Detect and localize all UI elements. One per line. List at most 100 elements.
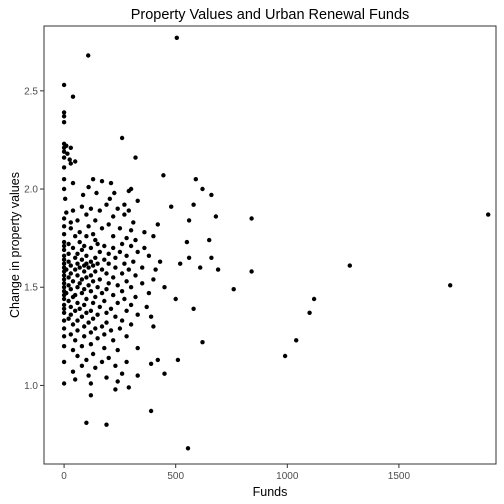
x-axis-label: Funds [253, 485, 288, 499]
data-point [104, 375, 109, 380]
data-point [99, 179, 105, 184]
data-point [61, 216, 67, 221]
data-point [61, 306, 67, 311]
data-point [115, 300, 120, 306]
data-point [73, 377, 78, 382]
data-point [151, 277, 156, 282]
data-point [119, 289, 125, 294]
data-point [151, 324, 156, 329]
data-point [133, 273, 138, 278]
chart-title: Property Values and Urban Renewal Funds [131, 7, 410, 23]
data-point [95, 312, 100, 317]
y-axis-label: Change in property values [8, 172, 22, 318]
data-point [66, 316, 71, 321]
data-point [119, 271, 125, 276]
data-point [61, 302, 67, 308]
data-point [84, 310, 89, 315]
data-point [61, 114, 67, 119]
data-point [102, 345, 107, 351]
data-point [113, 314, 118, 319]
data-point [119, 371, 125, 376]
data-point [146, 290, 152, 296]
data-point [131, 259, 136, 264]
x-tick-label: 0 [61, 471, 67, 482]
data-point [133, 155, 138, 160]
data-point [77, 239, 82, 245]
data-point [102, 332, 107, 337]
data-point [61, 239, 67, 245]
data-point [95, 285, 100, 290]
data-point [113, 265, 118, 270]
data-point [61, 247, 67, 253]
data-point [113, 255, 118, 260]
data-point [61, 277, 67, 282]
data-point [68, 312, 74, 317]
data-point [79, 363, 85, 368]
data-point [70, 180, 76, 186]
data-point [213, 214, 219, 219]
data-point [61, 269, 67, 274]
data-point [106, 251, 111, 256]
data-point [62, 196, 68, 201]
data-point [79, 257, 85, 262]
data-point [73, 338, 78, 343]
data-point [94, 190, 99, 196]
data-point [93, 294, 98, 300]
data-point [86, 265, 91, 270]
data-point [70, 94, 76, 99]
data-point [119, 241, 125, 247]
data-point [61, 232, 67, 237]
data-point [88, 342, 94, 347]
data-point [68, 161, 74, 166]
data-point [84, 253, 89, 258]
y-tick-label: 2.0 [24, 185, 38, 196]
data-point [64, 210, 69, 215]
data-point [61, 186, 67, 192]
data-point [70, 279, 76, 284]
data-point [75, 251, 80, 256]
data-point [68, 220, 74, 225]
data-point [61, 253, 67, 258]
data-point [115, 206, 120, 211]
data-point [124, 253, 129, 258]
data-point [70, 347, 76, 353]
data-point [191, 202, 196, 207]
plot-panel [43, 25, 497, 465]
data-point [104, 287, 109, 292]
data-point [185, 446, 191, 451]
data-point [102, 243, 107, 249]
data-point [61, 381, 67, 386]
data-point [133, 294, 138, 300]
data-point [347, 263, 352, 268]
data-point [86, 320, 91, 325]
data-point [162, 285, 167, 290]
data-point [84, 357, 89, 363]
data-point [131, 220, 136, 225]
x-axis: 0 500 1000 1500 [61, 464, 410, 482]
data-point [61, 310, 67, 315]
data-point [209, 255, 214, 260]
data-point [88, 289, 94, 294]
data-point [70, 245, 76, 251]
data-point [86, 53, 91, 58]
data-point [75, 300, 80, 306]
data-point [249, 269, 254, 274]
data-point [111, 292, 116, 298]
data-point [112, 190, 117, 196]
data-point [133, 237, 138, 243]
data-point [61, 281, 67, 286]
data-point [119, 318, 125, 323]
data-point [191, 306, 196, 311]
data-point [155, 357, 160, 363]
data-point [97, 277, 103, 282]
data-point [90, 351, 96, 357]
data-point [117, 326, 123, 331]
x-tick-label: 1000 [276, 471, 299, 482]
data-point [61, 273, 67, 278]
data-point [124, 334, 129, 339]
data-point [115, 379, 120, 384]
data-point [79, 344, 85, 349]
data-point [84, 275, 89, 280]
data-point [200, 186, 205, 192]
data-point [111, 214, 116, 219]
